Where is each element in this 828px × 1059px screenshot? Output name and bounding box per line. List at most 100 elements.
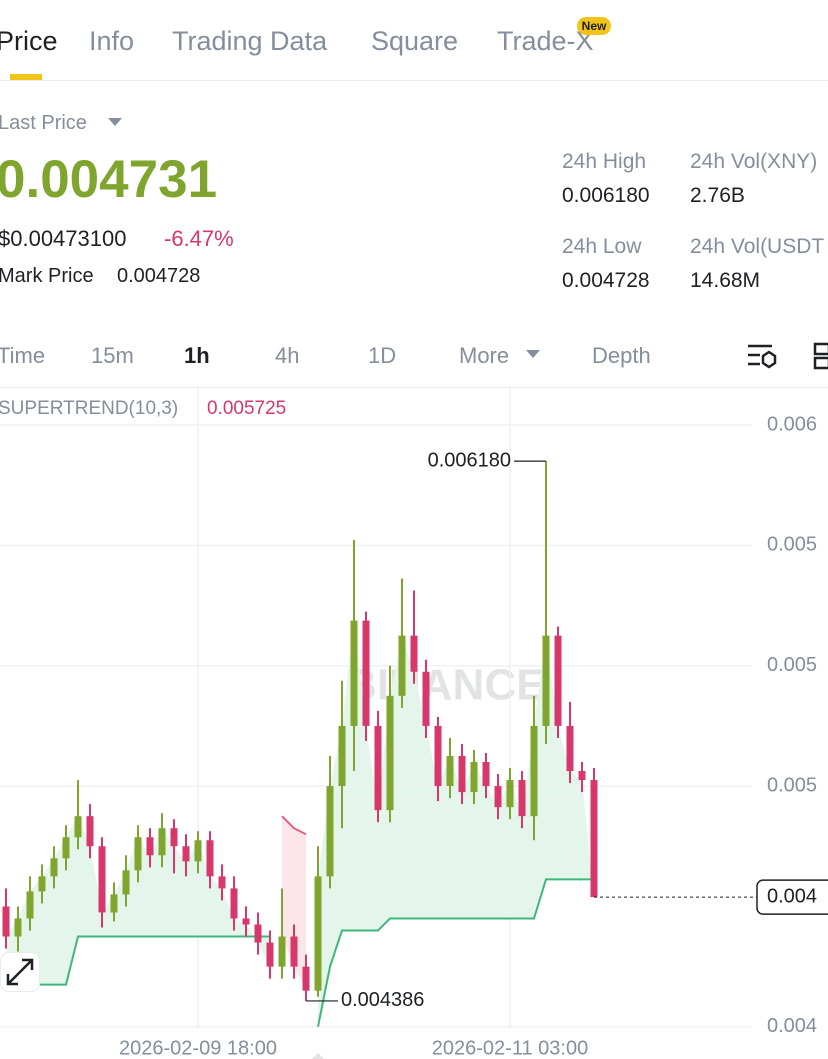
trend-fill: [318, 620, 594, 1027]
candle-body: [170, 828, 178, 847]
candle-body: [278, 936, 286, 967]
candle-body: [2, 906, 10, 937]
dropdown-arrow: [108, 118, 122, 126]
stat-label: 24h High: [562, 150, 647, 173]
new-badge: New: [577, 17, 611, 35]
candle-body: [38, 876, 46, 892]
last-price-label[interactable]: Last Price: [0, 112, 87, 134]
stat-label: 24h Vol(XNY): [690, 150, 818, 173]
y-tick-label: 0.005: [767, 654, 817, 676]
candle-body: [182, 846, 190, 862]
supertrend-line: [281, 815, 307, 836]
candle-body: [542, 635, 550, 726]
interval[interactable]: Time: [0, 343, 46, 368]
candle-body: [26, 891, 34, 919]
candle-body: [314, 876, 322, 991]
candle-body: [458, 755, 466, 793]
candle-body: [74, 816, 82, 838]
y-tick-label: 0.005: [767, 534, 817, 556]
indicator-label: SUPERTREND(10,3): [0, 398, 179, 419]
interval[interactable]: More: [459, 343, 510, 368]
stat-label: 24h Low: [562, 235, 642, 258]
candle-body: [218, 876, 226, 889]
candle-body: [146, 837, 154, 856]
candle-body: [410, 635, 418, 672]
candle-body: [230, 888, 238, 919]
layout-icon[interactable]: [812, 342, 828, 370]
trend-fill: [282, 816, 306, 991]
price-tag: [756, 879, 828, 915]
candle-body: [434, 725, 442, 787]
candle-body: [158, 828, 166, 856]
candle-body: [86, 816, 94, 847]
annotation-label: 0.004386: [341, 989, 424, 1011]
tab[interactable]: Trading Data: [172, 26, 328, 56]
indicator-value: 0.005725: [207, 398, 287, 419]
expand-button[interactable]: [0, 952, 40, 992]
divider: [0, 80, 828, 81]
divider: [0, 387, 828, 388]
interval[interactable]: 1h: [184, 343, 210, 368]
price-tag-label: 0.004: [767, 885, 817, 907]
mark-price: 0.004728: [117, 265, 201, 287]
candle-body: [494, 786, 502, 808]
tab[interactable]: Info: [89, 26, 135, 56]
y-tick-label: 0.004: [767, 1015, 817, 1037]
x-tick-label: 2026-02-09 18:00: [119, 1037, 277, 1059]
candle-body: [518, 780, 526, 817]
candle-body: [578, 771, 586, 781]
candle-body: [398, 635, 406, 696]
interval[interactable]: 15m: [91, 343, 134, 368]
annotation-label: 0.006180: [428, 449, 511, 471]
candle-body: [14, 918, 22, 937]
candle-body: [590, 780, 598, 898]
stat-value: 2.76B: [690, 184, 745, 207]
settings-icon[interactable]: [746, 342, 778, 370]
interval[interactable]: Depth: [592, 343, 651, 368]
candle-body: [206, 840, 214, 877]
candle-body: [122, 870, 130, 895]
candle-body: [530, 725, 538, 817]
candle-body: [338, 725, 346, 787]
candle-body: [470, 762, 478, 793]
interval[interactable]: 4h: [275, 343, 300, 368]
candle-body: [62, 837, 70, 859]
candle-body: [326, 786, 334, 877]
stat-label: 24h Vol(USDT: [690, 235, 825, 258]
candle-body: [302, 966, 310, 991]
candle-body: [266, 942, 274, 967]
usd-price: $0.00473100: [0, 226, 127, 251]
tab[interactable]: Trade-X: [497, 26, 594, 56]
candle-body: [194, 840, 202, 862]
candle-body: [386, 695, 394, 811]
candle-body: [374, 725, 382, 811]
candle-body: [110, 894, 118, 913]
candle-body: [482, 762, 490, 787]
supertrend-line: [6, 935, 270, 986]
stat-value: 14.68M: [690, 269, 761, 292]
candle-body: [422, 671, 430, 726]
watermark: BINANCE: [345, 661, 545, 710]
trend-fill: [6, 816, 270, 985]
stat-value: 0.004728: [562, 269, 650, 292]
candle-body: [50, 858, 58, 877]
price-change: -6.47%: [164, 226, 234, 251]
candle-body: [506, 780, 514, 808]
candle-body: [350, 620, 358, 726]
supertrend-line: [317, 878, 594, 1027]
stat-value: 0.006180: [562, 184, 650, 207]
x-tick-label: 2026-02-11 03:00: [432, 1037, 588, 1059]
candlestick-chart: BINANCE 0.006 0.005 0.005 0.005 0.004 2026-02-…: [0, 388, 828, 1059]
mark-price-label: Mark Price: [0, 265, 94, 287]
candle-body: [98, 846, 106, 913]
tab[interactable]: Square: [371, 26, 459, 56]
candle-body: [566, 725, 574, 772]
candle-body: [446, 755, 454, 787]
candle-body: [290, 936, 298, 967]
candle-body: [254, 924, 262, 943]
interval[interactable]: 1D: [368, 343, 397, 368]
candle-body: [134, 837, 142, 871]
tab[interactable]: Price: [0, 26, 58, 56]
y-tick-label: 0.005: [767, 774, 817, 796]
